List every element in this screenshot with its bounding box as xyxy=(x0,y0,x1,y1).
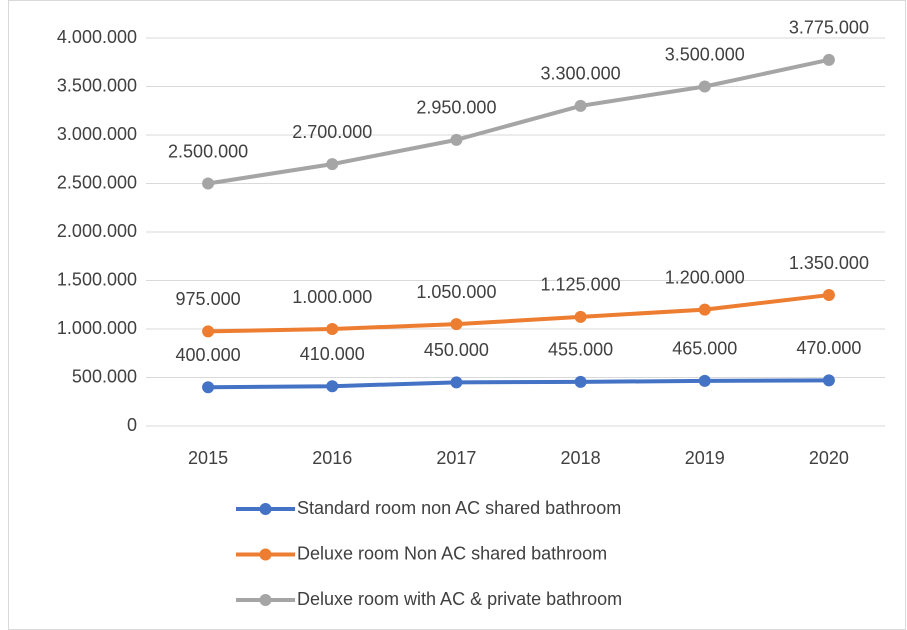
y-tick-label: 1.000.000 xyxy=(57,318,137,338)
y-tick-label: 2.000.000 xyxy=(57,221,137,241)
data-point xyxy=(574,310,587,323)
y-tick-label: 1.500.000 xyxy=(57,269,137,289)
data-label: 2.950.000 xyxy=(416,98,496,118)
data-label: 465.000 xyxy=(672,339,737,359)
data-point xyxy=(822,374,835,387)
series-line xyxy=(207,57,830,186)
x-tick-label: 2019 xyxy=(685,448,725,468)
data-label: 1.000.000 xyxy=(292,287,372,307)
data-point xyxy=(698,303,711,316)
x-tick-label: 2017 xyxy=(436,448,476,468)
data-point xyxy=(574,99,587,112)
data-label: 400.000 xyxy=(176,345,241,365)
data-label: 1.200.000 xyxy=(665,267,745,287)
data-point xyxy=(202,381,215,394)
data-point xyxy=(822,289,835,302)
data-point xyxy=(326,158,339,171)
x-tick-label: 2018 xyxy=(561,448,601,468)
y-tick-label: 2.500.000 xyxy=(57,172,137,192)
y-tick-label: 3.500.000 xyxy=(57,75,137,95)
data-point xyxy=(698,80,711,93)
data-point xyxy=(574,375,587,388)
x-tick-label: 2016 xyxy=(312,448,352,468)
data-label: 1.050.000 xyxy=(416,282,496,302)
legend-label: Standard room non AC shared bathroom xyxy=(297,498,621,518)
y-tick-label: 3.000.000 xyxy=(57,124,137,144)
legend-marker xyxy=(259,594,272,606)
data-label: 2.500.000 xyxy=(168,141,248,161)
data-label: 3.300.000 xyxy=(541,64,621,84)
legend-label: Deluxe room Non AC shared bathroom xyxy=(297,543,607,563)
data-label: 1.125.000 xyxy=(541,275,621,295)
data-point xyxy=(326,323,339,335)
data-point xyxy=(822,53,835,66)
legend-marker xyxy=(259,503,272,515)
data-label: 3.775.000 xyxy=(789,18,869,38)
legend-marker xyxy=(259,548,272,561)
series-line xyxy=(208,378,829,390)
x-tick-label: 2015 xyxy=(188,448,228,468)
data-label: 2.700.000 xyxy=(292,122,372,142)
data-label: 410.000 xyxy=(300,344,365,364)
data-point xyxy=(202,325,215,338)
series-line xyxy=(208,293,830,334)
data-point xyxy=(450,376,463,389)
data-point xyxy=(698,374,711,387)
data-label: 450.000 xyxy=(424,340,489,360)
y-tick-label: 500.000 xyxy=(72,366,137,386)
data-label: 455.000 xyxy=(548,340,613,360)
y-tick-label: 0 xyxy=(127,415,137,435)
data-label: 470.000 xyxy=(796,338,861,358)
data-point xyxy=(202,177,215,190)
legend-label: Deluxe room with AC & private bathroom xyxy=(297,589,622,609)
chart-border xyxy=(8,0,906,630)
data-point xyxy=(450,133,463,146)
data-label: 3.500.000 xyxy=(665,44,745,64)
y-tick-label: 4.000.000 xyxy=(57,27,137,47)
data-label: 1.350.000 xyxy=(789,253,869,273)
data-point xyxy=(450,318,463,331)
data-point xyxy=(326,380,339,393)
data-label: 975.000 xyxy=(176,289,241,309)
x-tick-label: 2020 xyxy=(809,448,849,468)
